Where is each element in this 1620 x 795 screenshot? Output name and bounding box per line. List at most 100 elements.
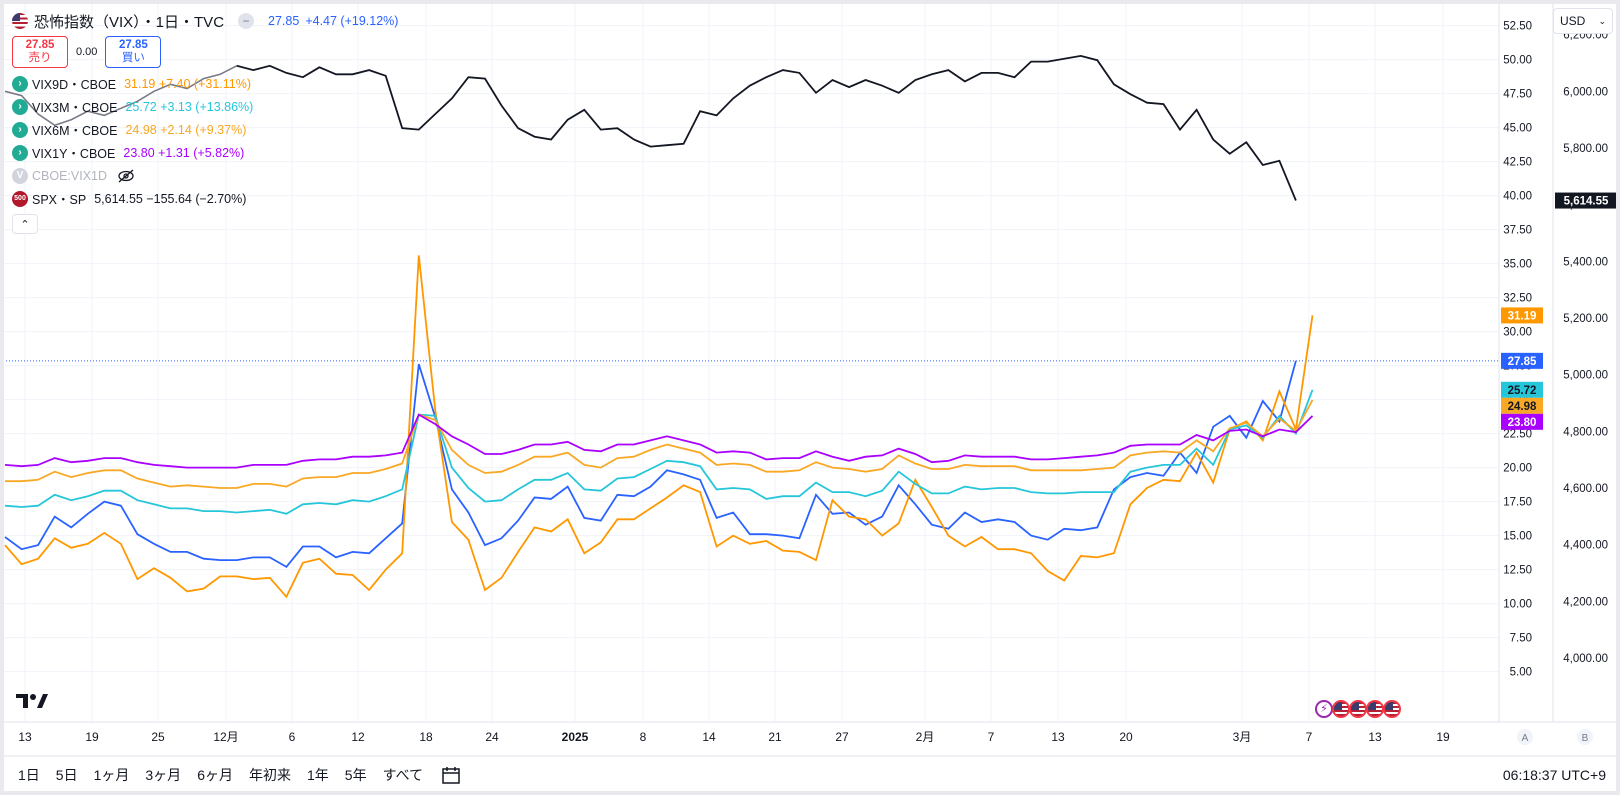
left-axis-tick-label: 32.50 xyxy=(1503,293,1532,305)
collapse-legend-button[interactable]: ⌃ xyxy=(12,214,38,234)
price-label: 31.19 xyxy=(1501,307,1543,324)
price-label-text: 25.72 xyxy=(1508,385,1537,397)
series-line-vix3m xyxy=(4,389,1314,515)
price-label-bg xyxy=(1501,381,1543,398)
right-axis-tick-label: 4,200.00 xyxy=(1563,596,1608,608)
left-price-axis[interactable]: 52.50 50.00 47.50 45.00 42.50 40.00 37.50 35.00… xyxy=(1503,21,1532,679)
sell-label: 売り xyxy=(28,52,52,64)
left-axis-tick-label: 10.00 xyxy=(1503,599,1532,611)
series-legend-row[interactable]: V CBOE:VIX1D xyxy=(12,164,398,187)
price-label-bg xyxy=(1501,397,1543,414)
time-range-button[interactable]: 3ヶ月 xyxy=(145,767,182,783)
series-name: SPX・SP xyxy=(32,193,87,207)
series-line-vix6m xyxy=(5,399,1314,489)
series-legend-row[interactable]: 500 SPX・SP 5,614.55 −155.64 (−2.70%) xyxy=(12,187,398,210)
price-label-bg xyxy=(1555,192,1617,209)
series-legend-row[interactable]: › VIX1Y・CBOE 23.80 +1.31 (+5.82%) xyxy=(12,141,398,164)
us-event-icon[interactable] xyxy=(1332,700,1350,718)
series-values: 23.80 +1.31 (+5.82%) xyxy=(123,145,245,160)
time-axis-tick-label: 7 xyxy=(988,730,995,744)
price-label-text: 31.19 xyxy=(1508,310,1537,322)
last-price: 27.85 xyxy=(268,14,300,28)
time-range-button[interactable]: 1ヶ月 xyxy=(93,767,130,783)
right-axis-tick-label: 4,600.00 xyxy=(1563,483,1608,495)
left-axis-tick-label: 37.50 xyxy=(1503,225,1532,237)
time-range-button[interactable]: すべて xyxy=(382,767,424,783)
time-axis-tick-label: 18 xyxy=(419,730,433,744)
time-range-button[interactable]: 1年 xyxy=(306,767,329,783)
minus-icon[interactable]: − xyxy=(238,13,255,29)
time-axis-tick-label: 13 xyxy=(18,730,32,744)
time-range-button[interactable]: 1日 xyxy=(18,767,40,783)
price-label-text: 23.80 xyxy=(1508,417,1537,429)
currency-select[interactable]: USD ⌄ xyxy=(1553,8,1613,34)
symbol-title[interactable]: 恐怖指数（VIX）・1日・TVC xyxy=(34,13,225,31)
clock[interactable]: 06:18:37 UTC+9 xyxy=(1502,767,1606,783)
scale-auto-button[interactable]: A xyxy=(1517,729,1533,745)
right-price-axis[interactable]: 6,200.006,000.005,800.005,600.005,400.00… xyxy=(1563,30,1608,665)
series-legend-row[interactable]: › VIX9D・CBOE 31.19 +7.40 (+31.11%) xyxy=(12,72,398,95)
time-axis-tick-label: 2025 xyxy=(562,730,589,744)
time-range-button[interactable]: 5年 xyxy=(344,767,367,783)
time-axis-tick-label: 6 xyxy=(289,730,296,744)
time-axis-tick-label: 21 xyxy=(768,730,782,744)
sell-price: 27.85 xyxy=(25,39,55,51)
series-values: 25.72 +3.13 (+13.86%) xyxy=(125,99,254,114)
series-line-vix9d xyxy=(4,255,1314,599)
chevron-down-icon: ⌄ xyxy=(1598,15,1606,26)
sell-button[interactable]: 27.85 売り xyxy=(12,36,68,68)
series-line-spx-history xyxy=(4,65,238,127)
us-event-icon[interactable] xyxy=(1383,700,1401,718)
left-axis-tick-label: 45.00 xyxy=(1503,123,1532,135)
time-range-button[interactable]: 年初来 xyxy=(248,767,291,783)
left-axis-tick-label: 42.50 xyxy=(1503,157,1532,169)
us-event-icon[interactable] xyxy=(1349,700,1367,718)
left-axis-tick-label: 22.50 xyxy=(1503,429,1532,441)
series-name: VIX3M・CBOE xyxy=(32,101,118,115)
us-flag-icon xyxy=(12,13,28,29)
buy-label: 買い xyxy=(121,52,145,64)
lightning-event-icon[interactable]: ⚡ xyxy=(1315,700,1333,718)
us-event-icon[interactable] xyxy=(1366,700,1384,718)
time-range-button[interactable]: 5日 xyxy=(55,767,78,783)
arrow-icon: › xyxy=(12,98,28,115)
price-label-bg xyxy=(1501,352,1543,369)
series-legend-row[interactable]: › VIX6M・CBOE 24.98 +2.14 (+9.37%) xyxy=(12,118,398,141)
tradingview-logo[interactable] xyxy=(16,692,48,715)
time-range-button[interactable]: 6ヶ月 xyxy=(197,767,233,783)
time-axis-tick-label: 12月 xyxy=(213,730,238,744)
time-axis-tick-label: 8 xyxy=(640,730,647,744)
price-label: 23.80 xyxy=(1501,413,1543,430)
buy-button[interactable]: 27.85 買い xyxy=(105,36,162,68)
price-label-text: 24.98 xyxy=(1508,401,1537,413)
buy-price: 27.85 xyxy=(119,39,148,51)
right-axis-tick-label: 6,000.00 xyxy=(1563,86,1608,98)
series-name: VIX9D・CBOE xyxy=(32,78,117,92)
right-axis-tick-label: 4,400.00 xyxy=(1563,540,1608,552)
price-label: 24.98 xyxy=(1501,397,1543,414)
right-axis-tick-label: 4,800.00 xyxy=(1563,426,1608,438)
series-name: CBOE:VIX1D xyxy=(32,168,108,183)
main-symbol-row[interactable]: 恐怖指数（VIX）・1日・TVC − 27.85 +4.47 (+19.12%) xyxy=(12,10,398,32)
time-axis-tick-label: 13 xyxy=(1051,730,1065,744)
price-label-bg xyxy=(1501,307,1543,324)
eye-off-icon[interactable] xyxy=(117,169,135,183)
left-axis-tick-label: 7.50 xyxy=(1510,633,1532,645)
series-legend-row[interactable]: › VIX3M・CBOE 25.72 +3.13 (+13.86%) xyxy=(12,95,398,118)
arrow-icon: › xyxy=(12,121,28,138)
time-axis-tick-label: 2月 xyxy=(916,730,935,744)
scale-b-label: B xyxy=(1582,733,1589,744)
scale-auto-label: A xyxy=(1522,733,1529,744)
series-values: 5,614.55 −155.64 (−2.70%) xyxy=(94,191,247,206)
right-axis-tick-label: 5,000.00 xyxy=(1563,370,1608,382)
series-name: VIX1Y・CBOE xyxy=(32,147,116,161)
left-axis-tick-label: 20.00 xyxy=(1503,463,1532,475)
calendar-icon[interactable] xyxy=(441,765,461,785)
time-axis[interactable]: 13 19 25 12月 6 12 18 24 2025 8 14 21 27 2月 7 13 20 3月 7 13 1… xyxy=(18,730,1450,744)
left-axis-tick-label: 40.00 xyxy=(1503,191,1532,203)
scale-b-button[interactable]: B xyxy=(1577,729,1593,745)
series-values: 31.19 +7.40 (+31.11%) xyxy=(124,76,252,91)
time-axis-tick-label: 27 xyxy=(835,730,849,744)
time-axis-tick-label: 19 xyxy=(1436,730,1450,744)
